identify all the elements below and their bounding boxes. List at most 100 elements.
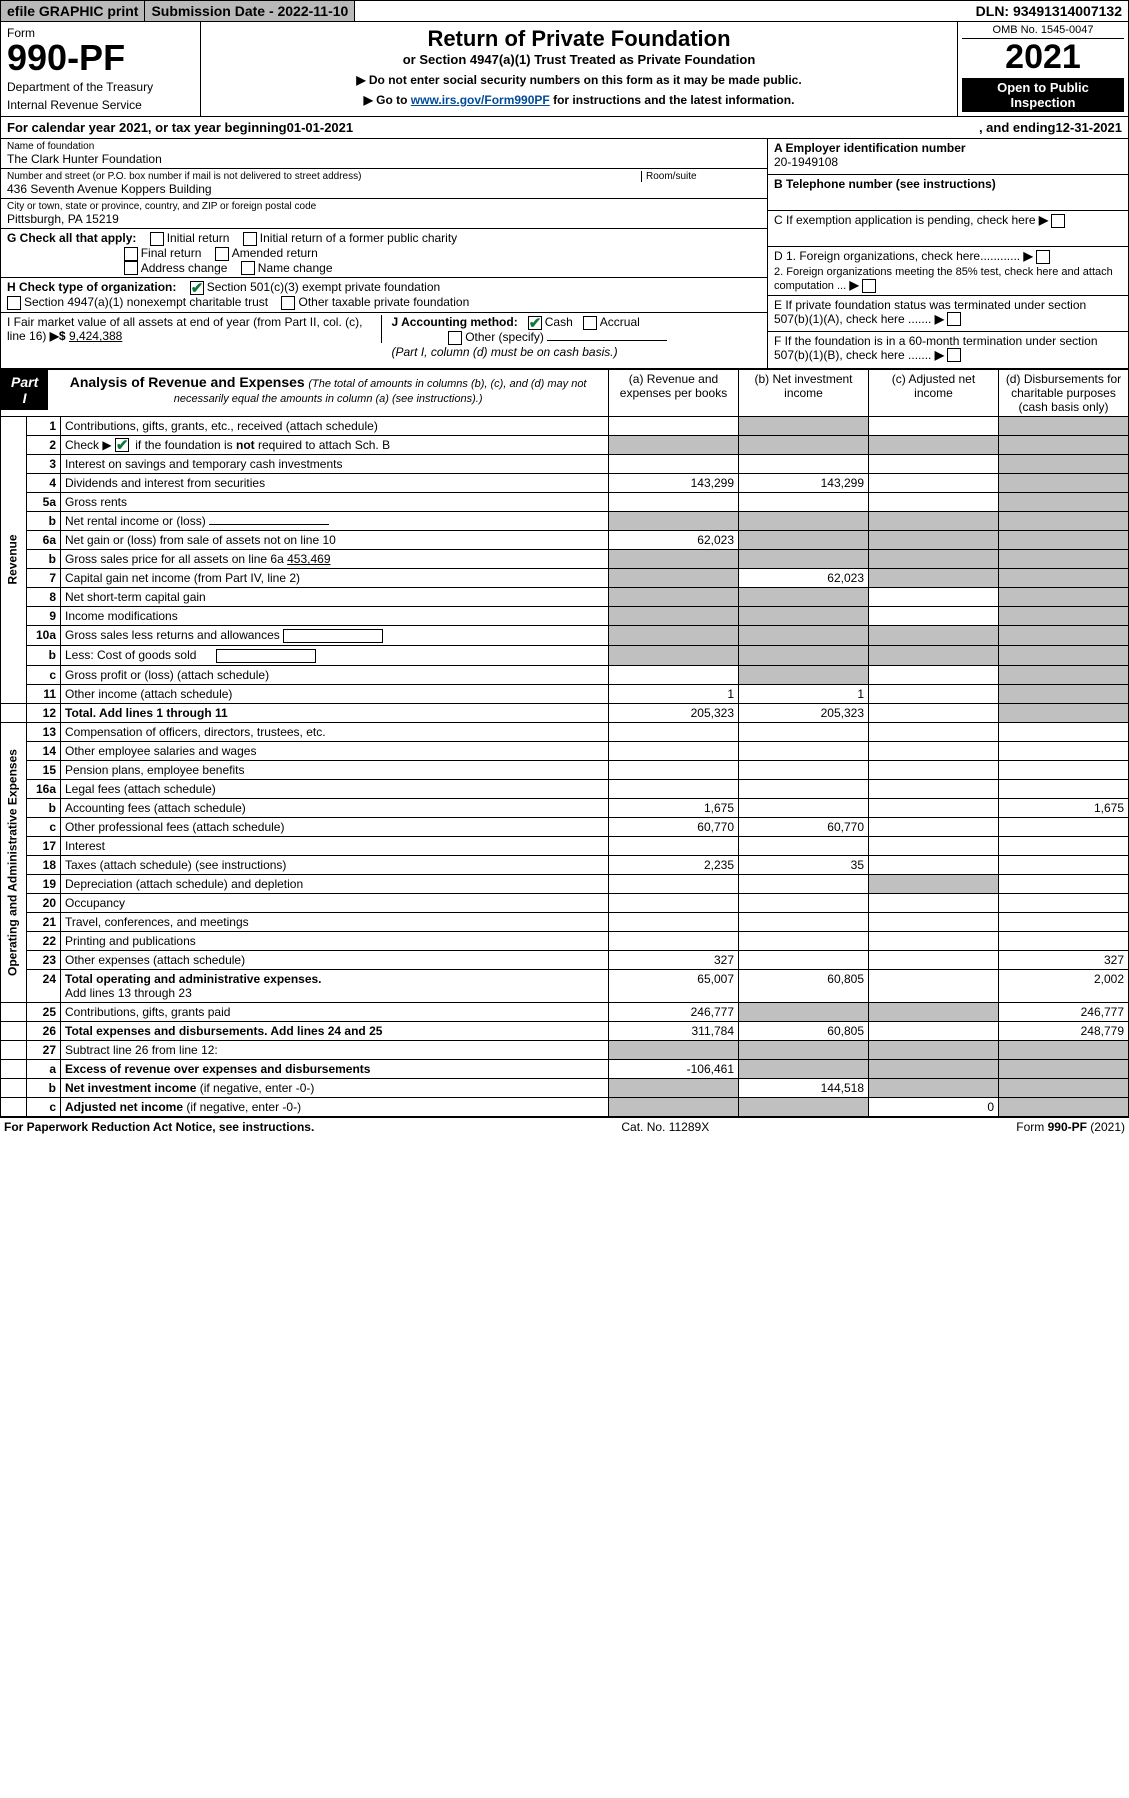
row-18: 18Taxes (attach schedule) (see instructi… bbox=[1, 856, 1129, 875]
r26-desc: Total expenses and disbursements. Add li… bbox=[61, 1022, 609, 1041]
j-lbl: J Accounting method: bbox=[392, 315, 518, 329]
row-10a: 10aGross sales less returns and allowanc… bbox=[1, 626, 1129, 646]
r20-desc: Occupancy bbox=[61, 894, 609, 913]
row-25: 25Contributions, gifts, grants paid246,7… bbox=[1, 1003, 1129, 1022]
omb-number: OMB No. 1545-0047 bbox=[962, 24, 1124, 39]
footer-mid: Cat. No. 11289X bbox=[621, 1120, 709, 1134]
revenue-label: Revenue bbox=[1, 416, 27, 703]
efile-label[interactable]: efile GRAPHIC print bbox=[1, 1, 145, 21]
r8-desc: Net short-term capital gain bbox=[61, 588, 609, 607]
r14-desc: Other employee salaries and wages bbox=[61, 742, 609, 761]
c-lbl: C If exemption application is pending, c… bbox=[774, 213, 1036, 227]
r10a-desc: Gross sales less returns and allowances bbox=[61, 626, 609, 646]
col-b-hdr: (b) Net investment income bbox=[739, 369, 869, 416]
c-cell: C If exemption application is pending, c… bbox=[768, 211, 1128, 247]
a-lbl: A Employer identification number bbox=[774, 141, 966, 155]
i-arrow: ▶$ bbox=[50, 329, 66, 343]
r5b-text: Net rental income or (loss) bbox=[65, 514, 206, 528]
h-opt2: Section 4947(a)(1) nonexempt charitable … bbox=[24, 295, 268, 309]
j-other-checkbox[interactable] bbox=[448, 331, 462, 345]
d2-checkbox[interactable] bbox=[862, 279, 876, 293]
r23-d: 327 bbox=[999, 951, 1129, 970]
row-10b: bLess: Cost of goods sold bbox=[1, 646, 1129, 666]
e-checkbox[interactable] bbox=[947, 312, 961, 326]
note2-pre: ▶ Go to bbox=[364, 93, 411, 107]
g-final-checkbox[interactable] bbox=[124, 247, 138, 261]
row-19: 19Depreciation (attach schedule) and dep… bbox=[1, 875, 1129, 894]
c-checkbox[interactable] bbox=[1051, 214, 1065, 228]
r5b-desc: Net rental income or (loss) bbox=[61, 512, 609, 531]
cal-end: 12-31-2021 bbox=[1056, 120, 1123, 135]
top-bar: efile GRAPHIC print Submission Date - 20… bbox=[0, 0, 1129, 22]
footer-left: For Paperwork Reduction Act Notice, see … bbox=[4, 1120, 314, 1134]
r18-b: 35 bbox=[739, 856, 869, 875]
g-opt-5: Name change bbox=[258, 261, 333, 275]
r24-b: 60,805 bbox=[739, 970, 869, 1003]
j-other: Other (specify) bbox=[465, 330, 544, 344]
d1-lbl: D 1. Foreign organizations, check here..… bbox=[774, 249, 1020, 263]
row-11: 11Other income (attach schedule)11 bbox=[1, 685, 1129, 704]
name-cell: Name of foundation The Clark Hunter Foun… bbox=[1, 139, 767, 169]
r12-a: 205,323 bbox=[609, 704, 739, 723]
h-other-checkbox[interactable] bbox=[281, 296, 295, 310]
h-501c3-checkbox[interactable] bbox=[190, 281, 204, 295]
schb-checkbox[interactable] bbox=[115, 438, 129, 452]
r6a-desc: Net gain or (loss) from sale of assets n… bbox=[61, 531, 609, 550]
note2-post: for instructions and the latest informat… bbox=[550, 93, 795, 107]
r4-b: 143,299 bbox=[739, 474, 869, 493]
r16b-d: 1,675 bbox=[999, 799, 1129, 818]
addr-val: 436 Seventh Avenue Koppers Building bbox=[7, 182, 635, 196]
j-accrual-checkbox[interactable] bbox=[583, 316, 597, 330]
header-center: Return of Private Foundation or Section … bbox=[201, 22, 958, 116]
form-number: 990-PF bbox=[7, 40, 194, 76]
r23-a: 327 bbox=[609, 951, 739, 970]
r17-desc: Interest bbox=[61, 837, 609, 856]
r16b-a: 1,675 bbox=[609, 799, 739, 818]
r10a-text: Gross sales less returns and allowances bbox=[65, 628, 280, 642]
j-cash: Cash bbox=[545, 315, 573, 329]
open-inspection: Open to Public Inspection bbox=[962, 78, 1124, 112]
cal-pre: For calendar year 2021, or tax year begi… bbox=[7, 120, 287, 135]
info-right: A Employer identification number 20-1949… bbox=[768, 139, 1128, 368]
r2-pre: Check ▶ bbox=[65, 438, 112, 452]
g-address-checkbox[interactable] bbox=[124, 261, 138, 275]
r26-d: 248,779 bbox=[999, 1022, 1129, 1041]
note-ssn: ▶ Do not enter social security numbers o… bbox=[209, 73, 949, 87]
form990pf-link[interactable]: www.irs.gov/Form990PF bbox=[411, 93, 550, 107]
r16a-desc: Legal fees (attach schedule) bbox=[61, 780, 609, 799]
g-name-checkbox[interactable] bbox=[241, 261, 255, 275]
g-opt-4: Address change bbox=[141, 261, 228, 275]
r22-desc: Printing and publications bbox=[61, 932, 609, 951]
r27b-b: 144,518 bbox=[739, 1079, 869, 1098]
d1-checkbox[interactable] bbox=[1036, 250, 1050, 264]
form-header: Form 990-PF Department of the Treasury I… bbox=[0, 22, 1129, 117]
r1-desc: Contributions, gifts, grants, etc., rece… bbox=[61, 416, 609, 435]
e-cell: E If private foundation status was termi… bbox=[768, 296, 1128, 332]
row-16c: cOther professional fees (attach schedul… bbox=[1, 818, 1129, 837]
cal-begin: 01-01-2021 bbox=[287, 120, 354, 135]
j-cash-checkbox[interactable] bbox=[528, 316, 542, 330]
form-title: Return of Private Foundation bbox=[209, 26, 949, 52]
r26-a: 311,784 bbox=[609, 1022, 739, 1041]
row-27: 27Subtract line 26 from line 12: bbox=[1, 1041, 1129, 1060]
city-lbl: City or town, state or province, country… bbox=[7, 201, 761, 212]
r24-desc: Total operating and administrative expen… bbox=[61, 970, 609, 1003]
r23-desc: Other expenses (attach schedule) bbox=[61, 951, 609, 970]
h-4947-checkbox[interactable] bbox=[7, 296, 21, 310]
g-initial-return-checkbox[interactable] bbox=[150, 232, 164, 246]
r4-desc: Dividends and interest from securities bbox=[61, 474, 609, 493]
g-opt-3: Amended return bbox=[232, 246, 318, 260]
f-checkbox[interactable] bbox=[947, 348, 961, 362]
g-amended-checkbox[interactable] bbox=[215, 247, 229, 261]
r21-desc: Travel, conferences, and meetings bbox=[61, 913, 609, 932]
footer: For Paperwork Reduction Act Notice, see … bbox=[0, 1117, 1129, 1136]
g-initial-former-checkbox[interactable] bbox=[243, 232, 257, 246]
info-left: Name of foundation The Clark Hunter Foun… bbox=[1, 139, 768, 368]
row-12: 12Total. Add lines 1 through 11205,32320… bbox=[1, 704, 1129, 723]
city-val: Pittsburgh, PA 15219 bbox=[7, 212, 761, 226]
row-3: 3Interest on savings and temporary cash … bbox=[1, 455, 1129, 474]
r24-a: 65,007 bbox=[609, 970, 739, 1003]
j-accrual: Accrual bbox=[600, 315, 640, 329]
r10b-text: Less: Cost of goods sold bbox=[65, 648, 196, 662]
fmv-value: 9,424,388 bbox=[69, 329, 122, 343]
